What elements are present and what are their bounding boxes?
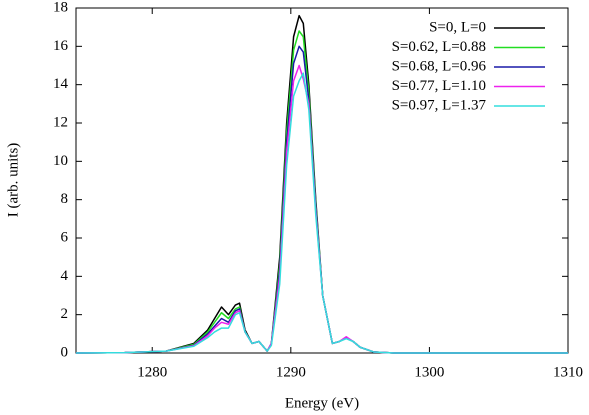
y-tick-label: 10	[53, 153, 68, 169]
y-tick-label: 2	[61, 306, 69, 322]
legend-label: S=0.68, L=0.96	[392, 58, 487, 74]
y-tick-label: 0	[61, 344, 69, 360]
x-axis-label: Energy (eV)	[285, 395, 359, 411]
series-line	[75, 45, 568, 354]
x-tick-label: 1290	[276, 364, 306, 380]
y-axis-label: I (arb. units)	[5, 143, 21, 218]
y-tick-label: 14	[53, 76, 69, 92]
y-tick-label: 4	[61, 268, 69, 284]
series-line	[75, 64, 568, 354]
y-tick-label: 8	[61, 191, 69, 207]
legend-label: S=0.62, L=0.88	[392, 39, 486, 55]
y-tick-label: 16	[53, 38, 69, 54]
y-tick-label: 12	[53, 114, 68, 130]
x-tick-label: 1280	[137, 364, 167, 380]
plot-frame	[75, 7, 569, 354]
series-line	[75, 30, 568, 354]
y-tick-label: 6	[61, 229, 69, 245]
series-line	[75, 72, 568, 354]
y-tick-label: 18	[53, 0, 68, 15]
legend-label: S=0.97, L=1.37	[392, 97, 487, 113]
legend-label: S=0.77, L=1.10	[392, 78, 486, 94]
x-tick-label: 1300	[414, 364, 444, 380]
legend-label: S=0, L=0	[429, 19, 486, 35]
x-tick-label: 1310	[553, 364, 583, 380]
